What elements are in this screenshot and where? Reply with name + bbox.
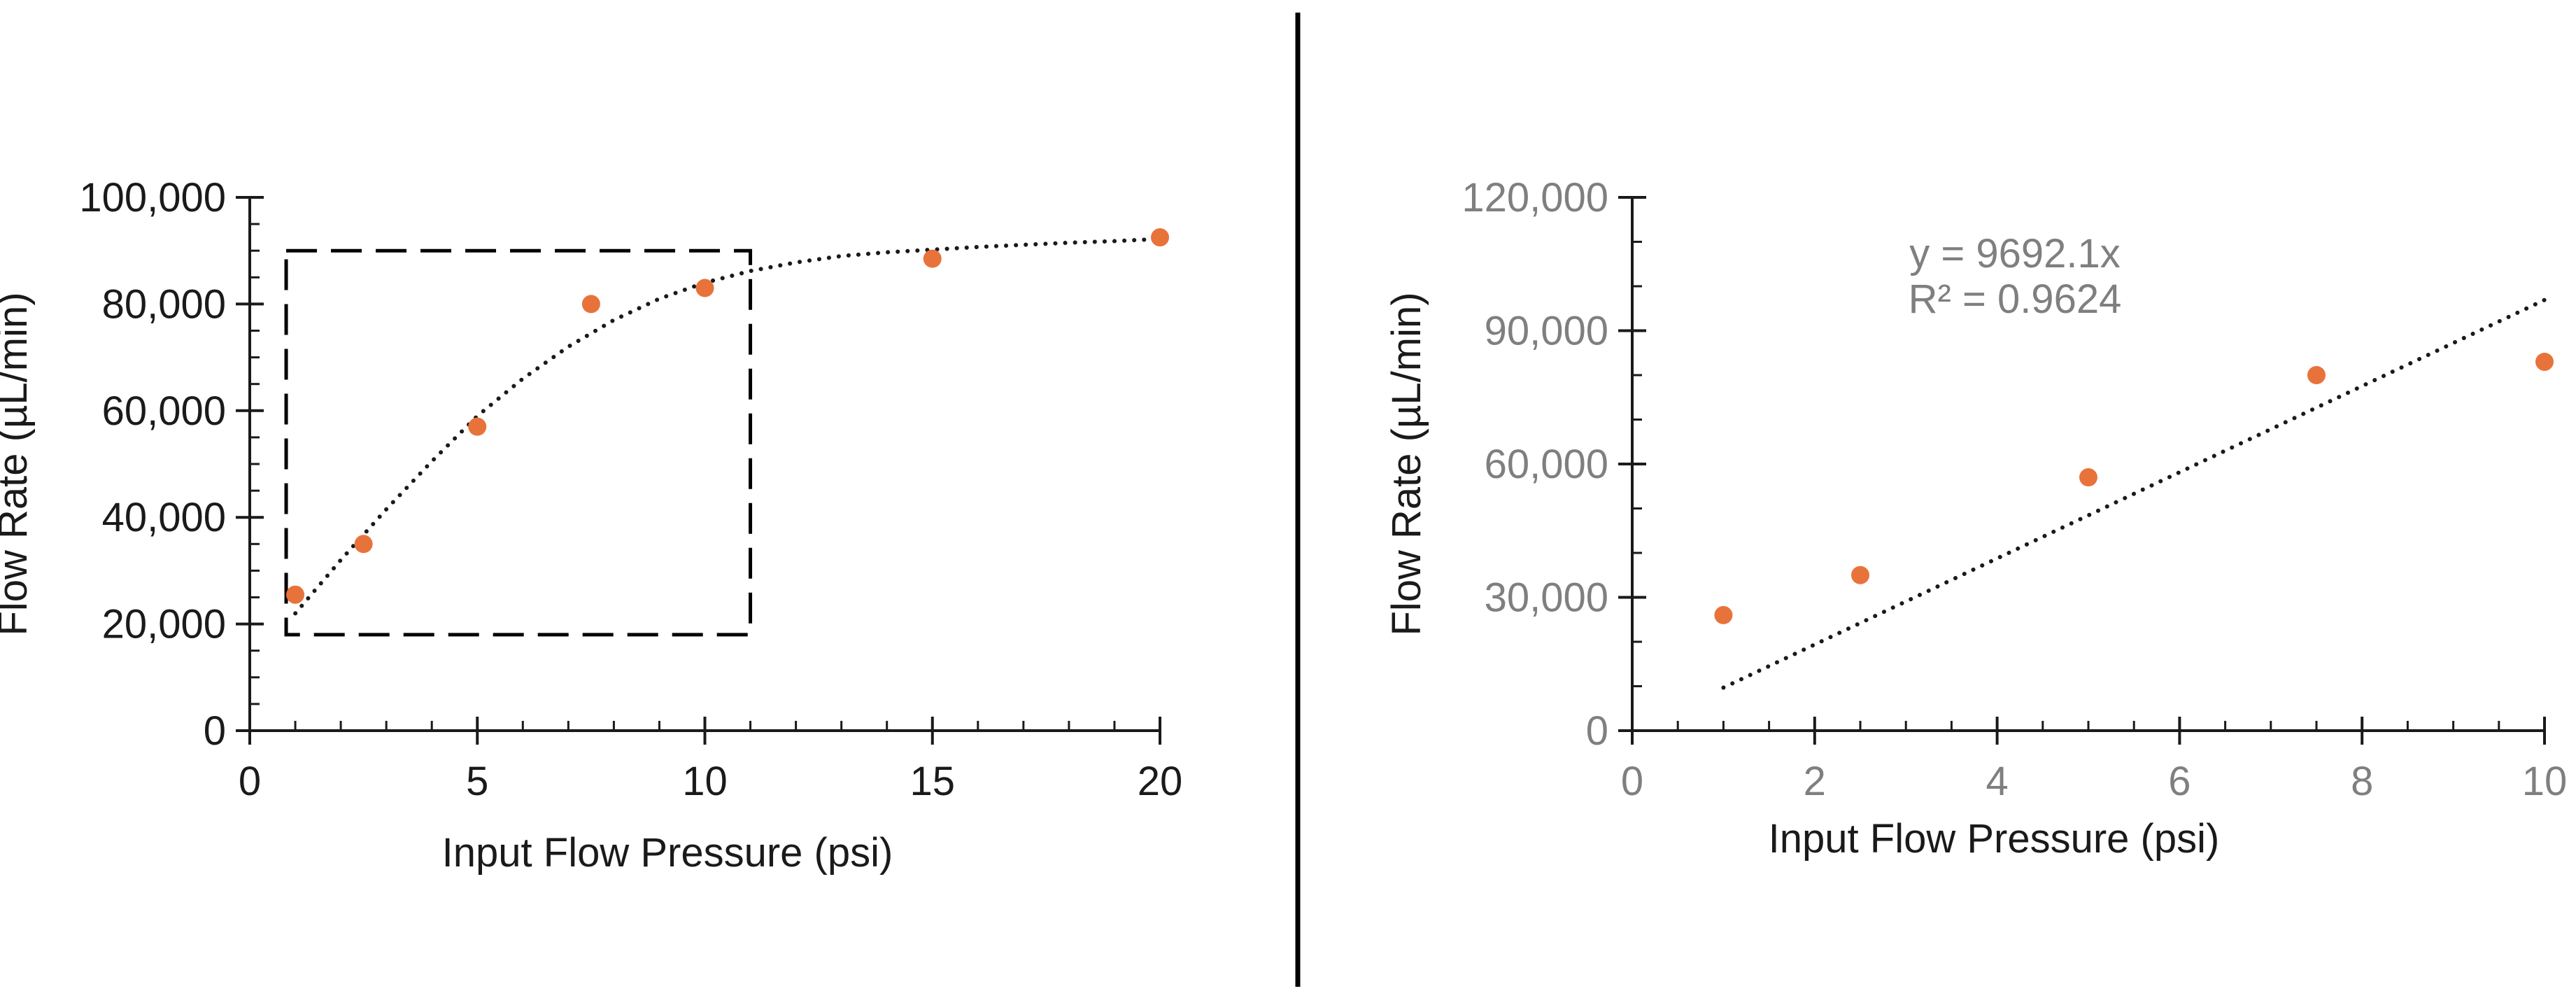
y-tick-label: 120,000 <box>1462 175 1608 220</box>
data-point <box>354 535 373 554</box>
data-point <box>1151 228 1169 247</box>
right-chart-y-axis-title: Flow Rate (µL/min) <box>1384 292 1429 635</box>
right-chart: 0 30,000 60,000 90,000 120,000 0 2 4 6 8 10 Input … <box>1384 175 2567 862</box>
y-tick-label: 0 <box>204 708 226 754</box>
left-chart-axes <box>248 197 1160 732</box>
right-chart-ticks: 0 30,000 60,000 90,000 120,000 0 2 4 6 8 10 <box>1462 175 2567 804</box>
x-tick-label: 6 <box>2168 759 2191 804</box>
y-tick-label: 60,000 <box>102 388 226 434</box>
data-point <box>581 295 600 314</box>
right-chart-trend-equation: y = 9692.1x <box>1909 231 2121 276</box>
x-tick-label: 4 <box>1986 759 2008 804</box>
x-tick-label: 0 <box>1621 759 1643 804</box>
left-chart-points <box>286 228 1169 604</box>
x-tick-label: 8 <box>2351 759 2373 804</box>
y-tick-label: 90,000 <box>1485 309 1608 354</box>
y-tick-label: 0 <box>1586 708 1608 754</box>
left-chart-trendline <box>293 237 1162 616</box>
x-tick-label: 0 <box>239 759 261 804</box>
y-tick-label: 80,000 <box>102 281 226 327</box>
trendline-path <box>1721 297 2547 690</box>
data-point <box>286 585 305 604</box>
x-tick-label: 2 <box>1804 759 1826 804</box>
highlight-box <box>284 248 753 637</box>
left-chart-ticks: 0 20,000 40,000 60,000 80,000 100,000 0 5 10 15 20 <box>79 175 1182 804</box>
y-tick-label: 20,000 <box>102 602 226 647</box>
data-point <box>2307 366 2326 384</box>
data-point <box>2535 352 2554 371</box>
right-chart-r-squared: R² = 0.9624 <box>1909 276 2122 322</box>
right-chart-x-axis-title: Input Flow Pressure (psi) <box>1769 816 2220 862</box>
x-tick-label: 10 <box>2522 759 2568 804</box>
y-tick-label: 60,000 <box>1485 442 1608 487</box>
left-chart: 0 20,000 40,000 60,000 80,000 100,000 0 5 10 15 20… <box>0 175 1182 876</box>
x-tick-label: 20 <box>1138 759 1183 804</box>
left-chart-x-axis-title: Input Flow Pressure (psi) <box>442 830 893 876</box>
x-tick-label: 10 <box>682 759 728 804</box>
data-point <box>468 417 487 436</box>
y-tick-label: 30,000 <box>1485 575 1608 621</box>
x-tick-label: 15 <box>910 759 955 804</box>
data-point <box>1851 565 1869 584</box>
right-chart-trendline <box>1721 297 2547 690</box>
left-chart-y-axis-title: Flow Rate (µL/min) <box>0 292 36 635</box>
data-point <box>695 279 714 297</box>
data-point <box>1714 605 1733 624</box>
trendline-path <box>293 237 1162 616</box>
left-chart-highlight-box <box>284 248 753 637</box>
y-tick-label: 40,000 <box>102 495 226 540</box>
x-tick-label: 5 <box>466 759 488 804</box>
right-chart-points <box>1714 352 2554 624</box>
data-point <box>923 249 942 268</box>
data-point <box>2079 468 2097 487</box>
y-tick-label: 100,000 <box>79 175 226 220</box>
